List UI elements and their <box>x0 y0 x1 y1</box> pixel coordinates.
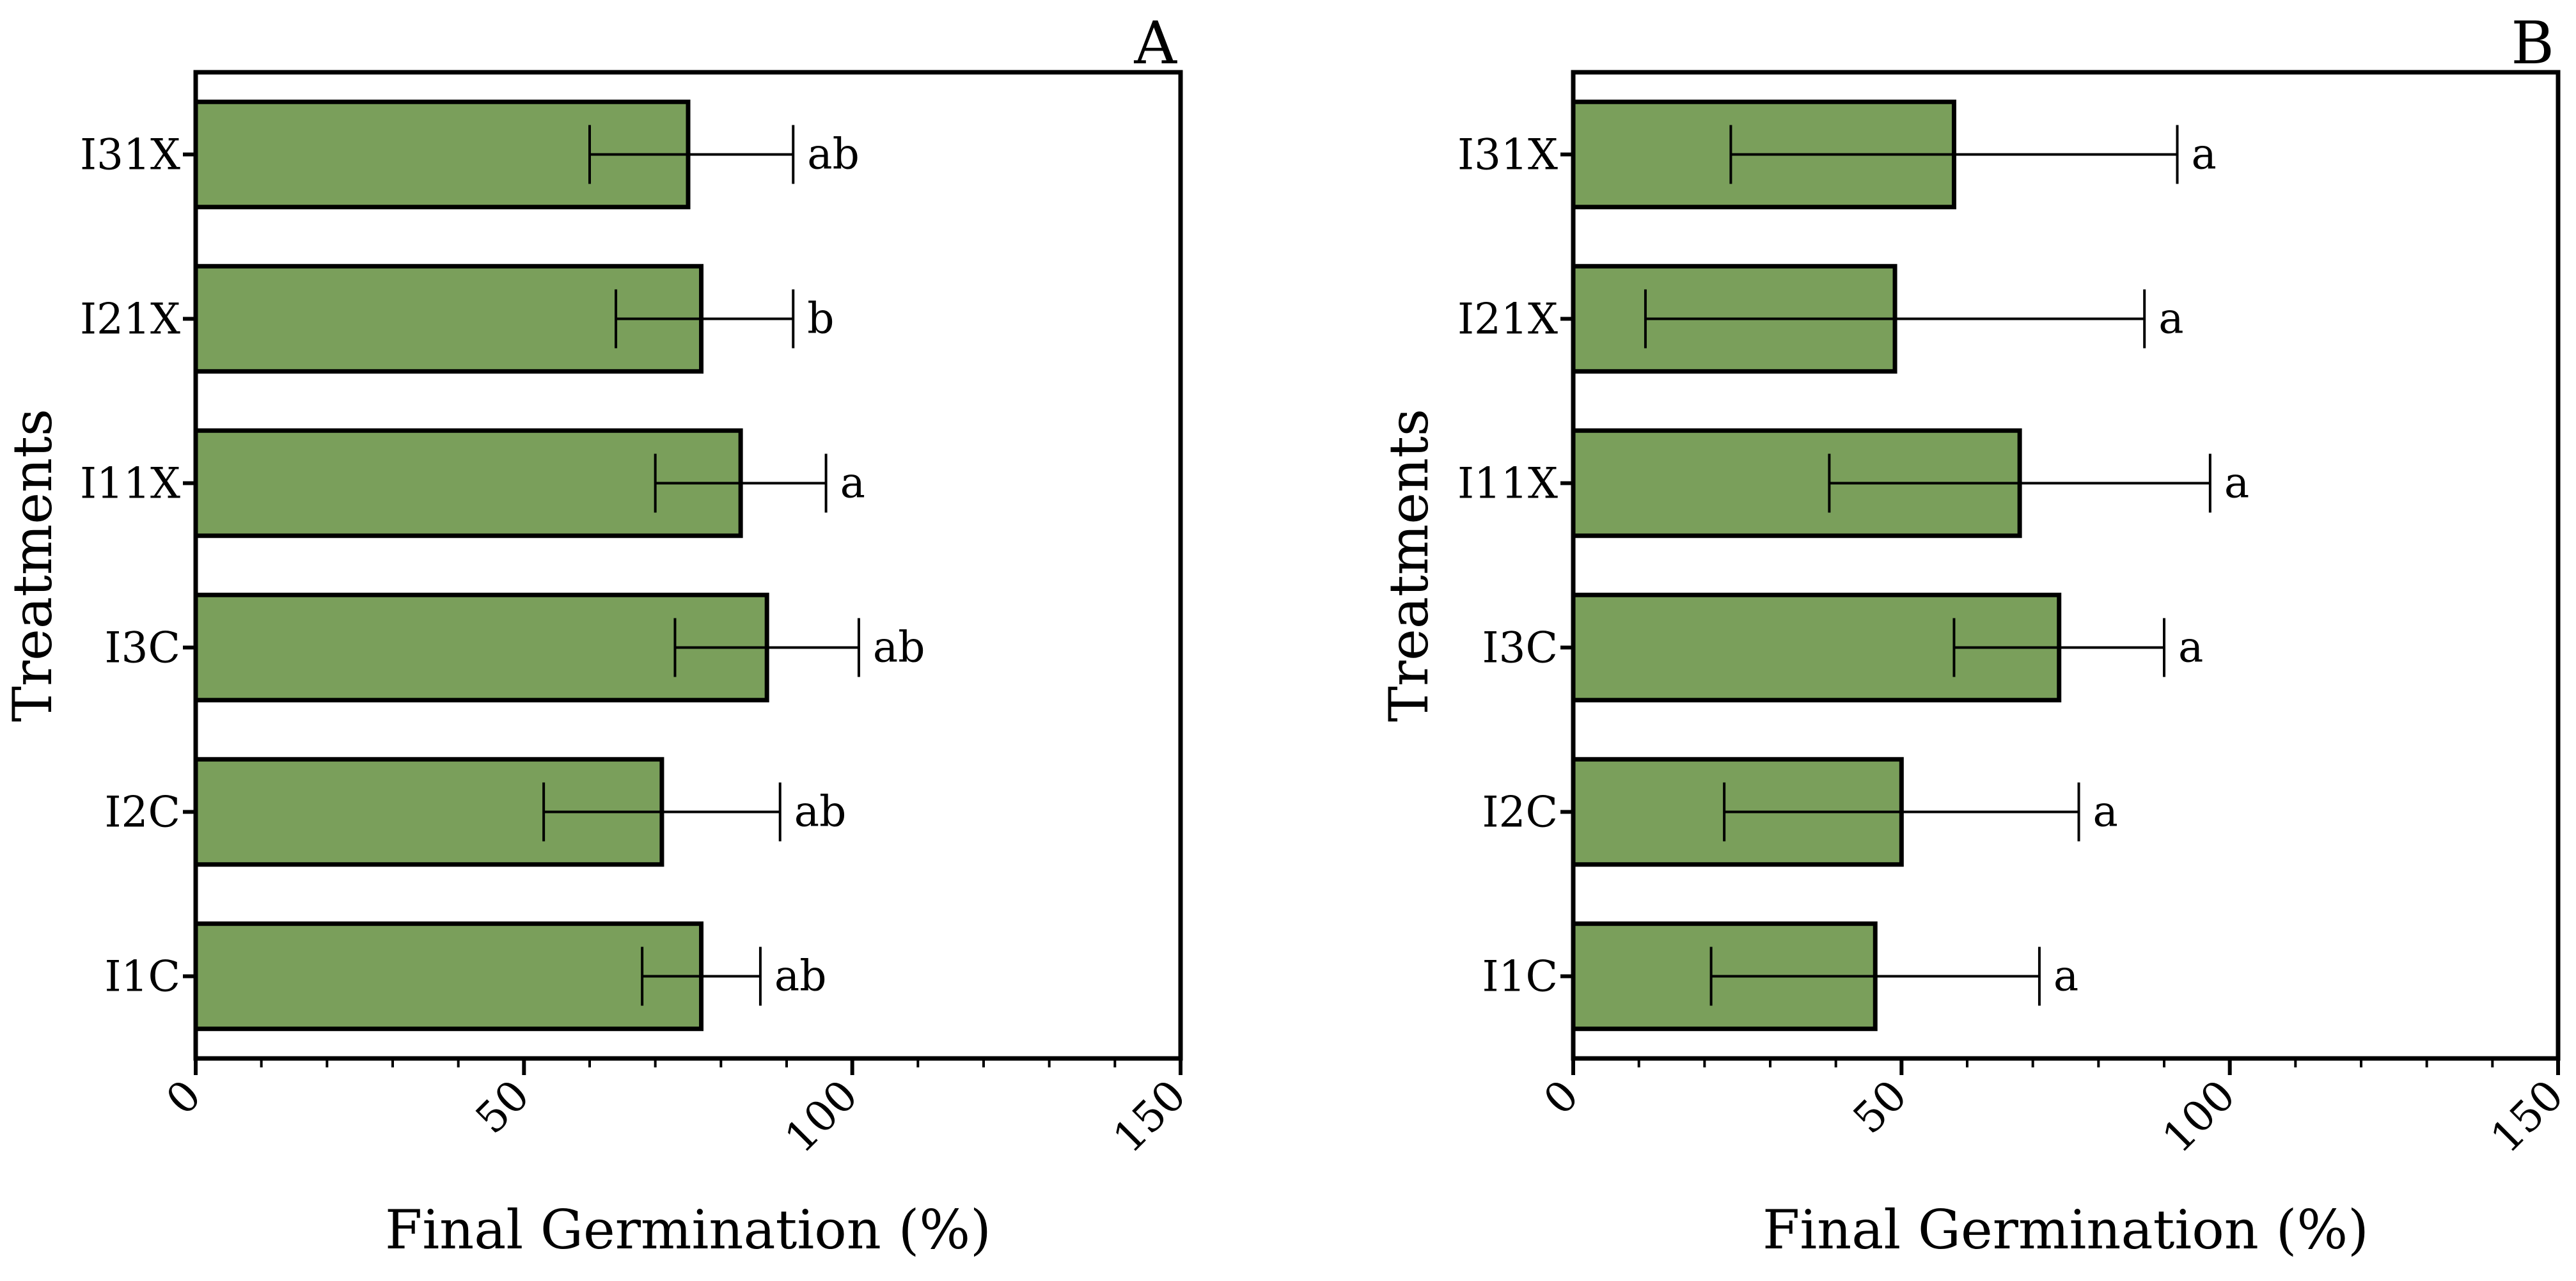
plot-frame <box>193 70 1183 1061</box>
y-tick-label: I11X <box>80 459 180 508</box>
x-tick-label: 50 <box>466 1071 539 1143</box>
significance-label: ab <box>794 787 847 837</box>
significance-label: a <box>2224 459 2249 508</box>
y-tick-label: I3C <box>104 624 180 673</box>
significance-label: a <box>2192 130 2217 179</box>
panel-b: Ba I31X a I21X a I11X a I3C a I2C a I1C 0 50 100 150 Fin… <box>1378 9 2573 1261</box>
x-tick-label: 100 <box>775 1071 867 1163</box>
significance-label: b <box>807 294 834 343</box>
significance-label: a <box>2093 787 2118 837</box>
y-tick-label: I2C <box>104 788 180 837</box>
y-tick-label: I31X <box>1457 130 1558 180</box>
significance-label: a <box>2178 623 2203 672</box>
y-tick-label: I2C <box>1482 788 1558 837</box>
y-axis-title: Treatments <box>1378 409 1440 722</box>
y-axis-title: Treatments <box>1 409 64 722</box>
x-tick-label: 150 <box>1104 1071 1196 1163</box>
significance-label: a <box>2054 952 2078 1001</box>
y-tick-label: I21X <box>1457 295 1558 344</box>
y-tick-label: I31X <box>80 130 180 180</box>
significance-label: ab <box>873 623 925 672</box>
significance-label: ab <box>774 952 827 1001</box>
y-tick-label: I1C <box>104 952 180 1002</box>
x-tick-label: 150 <box>2481 1071 2573 1163</box>
significance-label: ab <box>807 130 860 179</box>
significance-label: a <box>840 459 865 508</box>
y-tick-label: I11X <box>1457 459 1558 508</box>
significance-label: a <box>2158 294 2183 343</box>
x-tick-label: 100 <box>2153 1071 2245 1163</box>
x-tick-label: 0 <box>157 1071 210 1124</box>
y-tick-label: I3C <box>1482 624 1558 673</box>
panel-label: B <box>2511 9 2554 77</box>
x-axis-title: Final Germination (%) <box>1763 1198 2369 1261</box>
plot-frame <box>1571 70 2561 1061</box>
x-axis-title: Final Germination (%) <box>385 1198 991 1261</box>
panel-a: Aab I31X b I21X a I11X ab I3C ab I2C ab I1C 0 50 100 15… <box>1 9 1195 1261</box>
bar <box>193 592 769 703</box>
x-tick-label: 50 <box>1844 1071 1917 1143</box>
panel-label: A <box>1134 9 1178 77</box>
y-tick-label: I1C <box>1482 952 1558 1002</box>
bar <box>193 921 704 1032</box>
y-tick-label: I21X <box>80 295 180 344</box>
x-tick-label: 0 <box>1534 1071 1588 1124</box>
